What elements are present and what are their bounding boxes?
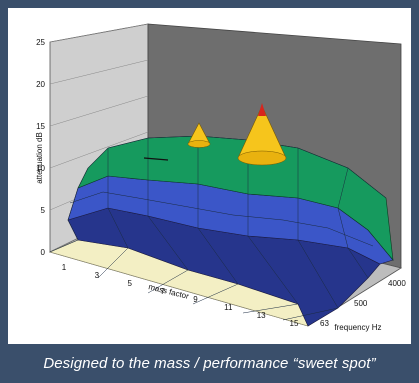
chart-panel: 0 5 10 15 20 25 attenuation dB 1 3 5 7 9 11 13 15 ma… [8,8,411,344]
y-axis-title: frequency Hz [334,323,381,332]
z-tick-label: 20 [36,80,45,89]
surface-mesh [49,135,387,321]
x-tick-label: 7 [160,287,165,296]
x-tick-label: 1 [62,263,67,272]
x-tick-label: 9 [193,295,198,304]
z-tick-label: 5 [41,206,46,215]
z-axis-title: attenuation dB [35,132,44,184]
z-gridline [49,23,149,43]
peak-small-base [187,140,211,148]
y-tick-label: 4000 [388,279,406,288]
z-tick-label: 0 [41,248,46,257]
x-tick-label: 15 [290,319,299,328]
y-axis-ticks: 4000 500 63 [320,279,406,328]
z-gridline [49,95,149,127]
z-gridline [49,131,149,169]
z-axis-ticks: 0 5 10 15 20 25 [36,38,45,257]
x-tick-label: 3 [95,271,100,280]
peak-tip [258,103,266,116]
peak-large-base [237,150,287,166]
z-tick-label: 25 [36,38,45,47]
z-gridline [49,59,149,85]
figure-caption: Designed to the mass / performance “swee… [43,355,376,372]
x-tick-label: 5 [127,279,132,288]
surface-marker [143,157,169,161]
x-tick-label: 11 [224,303,233,312]
x-tick-label: 13 [257,311,266,320]
z-tick-label: 10 [36,164,45,173]
y-tick-label: 500 [354,299,368,308]
z-tick-label: 15 [36,122,45,131]
y-tick-label: 63 [320,319,329,328]
